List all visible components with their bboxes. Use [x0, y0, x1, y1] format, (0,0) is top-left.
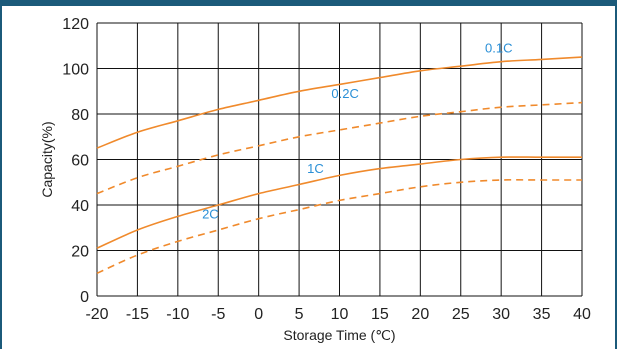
x-tick-label: 0 [254, 306, 263, 323]
x-tick-label: 5 [295, 306, 304, 323]
y-tick-label: 100 [62, 62, 89, 79]
y-tick-label: 80 [71, 107, 89, 124]
x-tick-labels: -20 -15 -10 -5 0 5 10 15 20 25 30 35 40 [85, 306, 591, 323]
top-border-bar [2, 0, 617, 6]
x-tick-label: 10 [331, 306, 349, 323]
series-label-01c: 0.1C [485, 41, 512, 56]
series-layer: 0.1C 0.2C 1C 2C [96, 41, 583, 275]
series-label-2c: 2C [202, 207, 219, 222]
y-tick-label: 60 [71, 153, 89, 170]
x-tick-label: -15 [126, 306, 149, 323]
series-label-1c: 1C [307, 161, 324, 176]
y-tick-label: 20 [71, 244, 89, 261]
series-line-02c [96, 101, 583, 195]
y-tick-label: 40 [71, 198, 89, 215]
series-line-1c [96, 156, 582, 249]
series-line-2c [96, 179, 582, 275]
x-tick-label: 30 [492, 306, 510, 323]
x-tick-label: 35 [533, 306, 551, 323]
y-axis-label: Capacity(%) [39, 121, 55, 197]
y-tick-label: 120 [62, 16, 89, 33]
x-axis-label: Storage Time (℃) [283, 327, 395, 343]
x-tick-label: -20 [85, 306, 108, 323]
x-tick-label: -5 [211, 306, 225, 323]
x-tick-label: 15 [371, 306, 389, 323]
series-line-01c [96, 56, 583, 149]
x-tick-label: 40 [573, 306, 591, 323]
x-tick-label: 20 [411, 306, 429, 323]
grid-lines [96, 22, 583, 297]
y-tick-label: 0 [80, 289, 89, 306]
y-tick-labels: 0 20 40 60 80 100 120 [62, 16, 89, 306]
series-label-02c: 0.2C [331, 86, 358, 101]
x-tick-label: 25 [452, 306, 470, 323]
x-tick-label: -10 [166, 306, 189, 323]
